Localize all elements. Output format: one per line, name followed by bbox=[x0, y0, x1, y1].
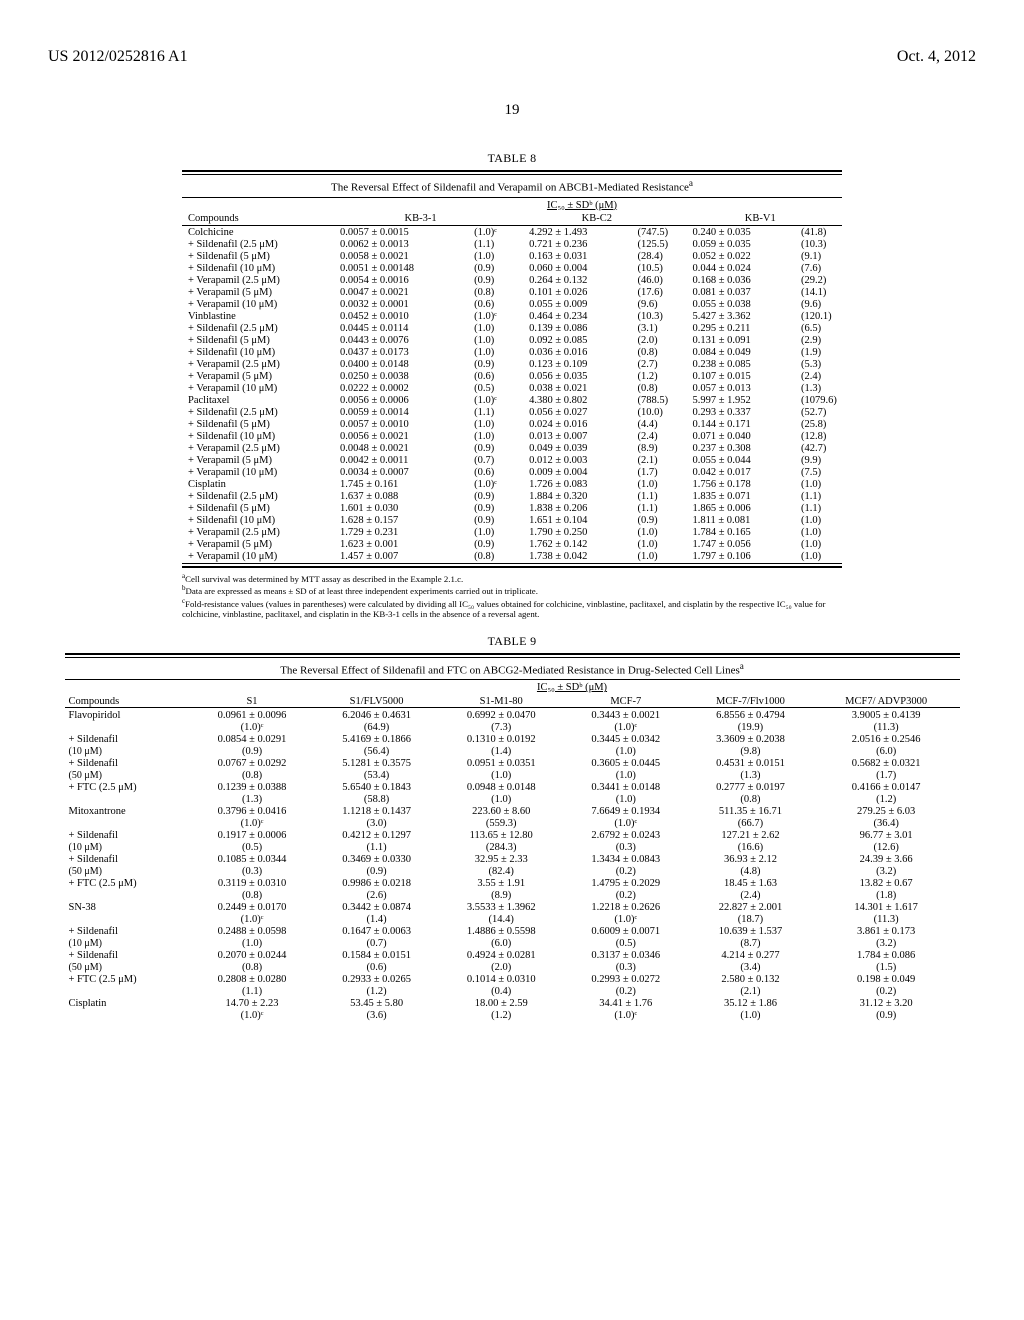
table-row: (50 μM)(0.8)(0.6)(2.0)(0.3)(3.4)(1.5) bbox=[65, 961, 960, 973]
table-row: + Sildenafil (10 μM)1.628 ± 0.157(0.9)1.… bbox=[182, 515, 842, 527]
table-9-col-compounds: Compounds bbox=[65, 695, 190, 708]
table-row: + Verapamil (10 μM)1.457 ± 0.007(0.8)1.7… bbox=[182, 551, 842, 563]
table-8: TABLE 8 The Reversal Effect of Sildenafi… bbox=[182, 151, 842, 620]
table-row: (1.0)ᶜ(1.4)(14.4)(1.0)ᶜ(18.7)(11.3) bbox=[65, 913, 960, 925]
table-row: (1.3)(58.8)(1.0)(1.0)(0.8)(1.2) bbox=[65, 793, 960, 805]
table-row: Colchicine0.0057 ± 0.0015(1.0)ᶜ4.292 ± 1… bbox=[182, 227, 842, 239]
table-9-col-s1m180: S1-M1-80 bbox=[439, 695, 564, 708]
table-9-col-mcf7: MCF-7 bbox=[564, 695, 689, 708]
table-8-col-kbc2: KB-C2 bbox=[515, 213, 678, 226]
table-row: + Sildenafil (5 μM)1.601 ± 0.030(0.9)1.8… bbox=[182, 503, 842, 515]
table-row: + Sildenafil (10 μM)0.0056 ± 0.0021(1.0)… bbox=[182, 431, 842, 443]
table-row: + Verapamil (10 μM)0.0032 ± 0.0001(0.6)0… bbox=[182, 299, 842, 311]
table-8-col-compounds: Compounds bbox=[182, 213, 326, 226]
table-8-ic-header: IC₅₀ ± SDᵇ (μM) bbox=[182, 198, 842, 213]
table-row: + Sildenafil0.1085 ± 0.03440.3469 ± 0.03… bbox=[65, 853, 960, 865]
table-8-caption: The Reversal Effect of Sildenafil and Ve… bbox=[182, 175, 842, 197]
table-row: Paclitaxel0.0056 ± 0.0006(1.0)ᶜ4.380 ± 0… bbox=[182, 395, 842, 407]
table-row: + Verapamil (5 μM)1.623 ± 0.001(0.9)1.76… bbox=[182, 539, 842, 551]
table-row: (1.1)(1.2)(0.4)(0.2)(2.1)(0.2) bbox=[65, 985, 960, 997]
table-8-table: Compounds KB-3-1 KB-C2 KB-V1 Colchicine0… bbox=[182, 213, 842, 563]
table-row: Vinblastine0.0452 ± 0.0010(1.0)ᶜ0.464 ± … bbox=[182, 311, 842, 323]
table-row: + Sildenafil (10 μM)0.0437 ± 0.0173(1.0)… bbox=[182, 347, 842, 359]
footnote-c: Fold-resistance values (values in parent… bbox=[182, 599, 825, 620]
table-row: (1.0)ᶜ(3.0)(559.3)(1.0)ᶜ(66.7)(36.4) bbox=[65, 817, 960, 829]
table-row: + Sildenafil0.1917 ± 0.00060.4212 ± 0.12… bbox=[65, 829, 960, 841]
table-9: TABLE 9 The Reversal Effect of Sildenafi… bbox=[65, 634, 960, 1022]
table-9-number: TABLE 9 bbox=[65, 634, 960, 649]
table-row: + Sildenafil (10 μM)0.0051 ± 0.00148(0.9… bbox=[182, 263, 842, 275]
table-row: Flavopiridol0.0961 ± 0.00966.2046 ± 0.46… bbox=[65, 709, 960, 721]
table-row: + Sildenafil (5 μM)0.0057 ± 0.0010(1.0)0… bbox=[182, 419, 842, 431]
table-row: + Verapamil (2.5 μM)0.0400 ± 0.0148(0.9)… bbox=[182, 359, 842, 371]
table-row: Mitoxantrone0.3796 ± 0.04161.1218 ± 0.14… bbox=[65, 805, 960, 817]
table-9-col-mcf7flv: MCF-7/Flv1000 bbox=[688, 695, 813, 708]
table-row: + Sildenafil0.2488 ± 0.05980.1647 ± 0.00… bbox=[65, 925, 960, 937]
table-row: Cisplatin14.70 ± 2.2353.45 ± 5.8018.00 ±… bbox=[65, 997, 960, 1009]
table-row: + Verapamil (10 μM)0.0034 ± 0.0007(0.6)0… bbox=[182, 467, 842, 479]
table-row: + Sildenafil0.0767 ± 0.02925.1281 ± 0.35… bbox=[65, 757, 960, 769]
table-row: + Sildenafil (2.5 μM)0.0059 ± 0.0014(1.1… bbox=[182, 407, 842, 419]
page-header: US 2012/0252816 A1 Oct. 4, 2012 bbox=[48, 48, 976, 66]
table-9-caption: The Reversal Effect of Sildenafil and FT… bbox=[65, 658, 960, 680]
table-row: (1.0)ᶜ(3.6)(1.2)(1.0)ᶜ(1.0)(0.9) bbox=[65, 1009, 960, 1021]
table-row: (0.8)(2.6)(8.9)(0.2)(2.4)(1.8) bbox=[65, 889, 960, 901]
table-row: + Sildenafil (2.5 μM)0.0445 ± 0.0114(1.0… bbox=[182, 323, 842, 335]
footnote-b: Data are expressed as means ± SD of at l… bbox=[186, 586, 538, 596]
table-row: (10 μM)(0.9)(56.4)(1.4)(1.0)(9.8)(6.0) bbox=[65, 745, 960, 757]
table-row: + Verapamil (2.5 μM)0.0048 ± 0.0021(0.9)… bbox=[182, 443, 842, 455]
table-row: + FTC (2.5 μM)0.1239 ± 0.03885.6540 ± 0.… bbox=[65, 781, 960, 793]
table-8-col-kbv1: KB-V1 bbox=[679, 213, 842, 226]
table-row: + Verapamil (2.5 μM)0.0054 ± 0.0016(0.9)… bbox=[182, 275, 842, 287]
table-row: + Sildenafil (2.5 μM)0.0062 ± 0.0013(1.1… bbox=[182, 239, 842, 251]
table-row: (1.0)ᶜ(64.9)(7.3)(1.0)ᶜ(19.9)(11.3) bbox=[65, 721, 960, 733]
footnote-a: Cell survival was determined by MTT assa… bbox=[185, 574, 463, 584]
table-row: + Sildenafil0.2070 ± 0.02440.1584 ± 0.01… bbox=[65, 949, 960, 961]
table-8-footnotes: aCell survival was determined by MTT ass… bbox=[182, 572, 842, 620]
table-row: + Sildenafil (2.5 μM)1.637 ± 0.088(0.9)1… bbox=[182, 491, 842, 503]
table-9-ic-header: IC₅₀ ± SDᵇ (μM) bbox=[65, 680, 960, 695]
table-row: + Verapamil (5 μM)0.0042 ± 0.0011(0.7)0.… bbox=[182, 455, 842, 467]
table-8-col-kb31: KB-3-1 bbox=[326, 213, 515, 226]
table-row: SN-380.2449 ± 0.01700.3442 ± 0.08743.553… bbox=[65, 901, 960, 913]
table-row: + Sildenafil (5 μM)0.0058 ± 0.0021(1.0)0… bbox=[182, 251, 842, 263]
table-9-col-s1flv: S1/FLV5000 bbox=[314, 695, 439, 708]
table-9-col-mcf7adv: MCF7/ ADVP3000 bbox=[813, 695, 960, 708]
table-8-number: TABLE 8 bbox=[182, 151, 842, 166]
table-row: + Verapamil (5 μM)0.0250 ± 0.0038(0.6)0.… bbox=[182, 371, 842, 383]
page-number: 19 bbox=[48, 102, 976, 119]
table-row: (10 μM)(1.0)(0.7)(6.0)(0.5)(8.7)(3.2) bbox=[65, 937, 960, 949]
table-row: + Sildenafil0.0854 ± 0.02915.4169 ± 0.18… bbox=[65, 733, 960, 745]
publication-number: US 2012/0252816 A1 bbox=[48, 48, 188, 66]
table-row: + Verapamil (10 μM)0.0222 ± 0.0002(0.5)0… bbox=[182, 383, 842, 395]
table-9-table: Compounds S1 S1/FLV5000 S1-M1-80 MCF-7 M… bbox=[65, 695, 960, 1021]
table-row: + FTC (2.5 μM)0.2808 ± 0.02800.2933 ± 0.… bbox=[65, 973, 960, 985]
table-row: Cisplatin1.745 ± 0.161(1.0)ᶜ1.726 ± 0.08… bbox=[182, 479, 842, 491]
table-9-col-s1: S1 bbox=[190, 695, 315, 708]
table-row: + Verapamil (2.5 μM)1.729 ± 0.231(1.0)1.… bbox=[182, 527, 842, 539]
table-row: (50 μM)(0.8)(53.4)(1.0)(1.0)(1.3)(1.7) bbox=[65, 769, 960, 781]
table-row: + Sildenafil (5 μM)0.0443 ± 0.0076(1.0)0… bbox=[182, 335, 842, 347]
table-row: + Verapamil (5 μM)0.0047 ± 0.0021(0.8)0.… bbox=[182, 287, 842, 299]
table-row: (10 μM)(0.5)(1.1)(284.3)(0.3)(16.6)(12.6… bbox=[65, 841, 960, 853]
publication-date: Oct. 4, 2012 bbox=[897, 48, 976, 66]
table-row: + FTC (2.5 μM)0.3119 ± 0.03100.9986 ± 0.… bbox=[65, 877, 960, 889]
table-row: (50 μM)(0.3)(0.9)(82.4)(0.2)(4.8)(3.2) bbox=[65, 865, 960, 877]
